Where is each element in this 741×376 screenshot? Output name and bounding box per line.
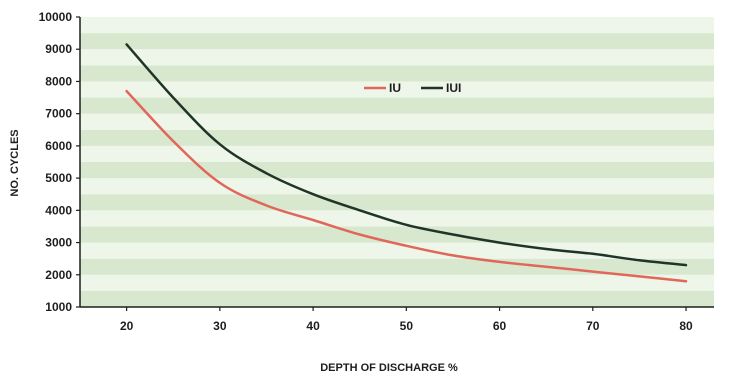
y-axis-title: NO. CYCLES [9, 129, 21, 196]
x-tick-label: 60 [493, 319, 507, 333]
y-tick-label: 5000 [45, 171, 72, 185]
y-axis-ticks: 1000 2000 3000 4000 5000 6000 7000 8000 9000 1000… [39, 10, 80, 314]
legend-label-iui: IUI [446, 81, 461, 95]
x-tick-label: 40 [306, 319, 320, 333]
grid-band [80, 194, 714, 211]
x-tick-label: 80 [679, 319, 693, 333]
grid-band [80, 226, 714, 243]
x-axis-title: DEPTH OF DISCHARGE % [320, 362, 458, 374]
x-tick-label: 70 [586, 319, 600, 333]
series-lines [125, 43, 688, 283]
y-tick-label: 2000 [45, 268, 72, 282]
grid-band [80, 49, 714, 66]
x-tick-label: 30 [213, 319, 227, 333]
y-tick-label: 4000 [45, 203, 72, 217]
legend-label-iu: IU [389, 81, 401, 95]
axes [79, 17, 714, 308]
grid-band [80, 258, 714, 275]
x-axis-ticks: 20 30 40 50 60 70 80 [120, 307, 693, 333]
y-tick-label: 6000 [45, 139, 72, 153]
grid-band [80, 145, 714, 162]
grid-band [80, 65, 714, 82]
grid-bands [80, 17, 714, 307]
grid-band [80, 113, 714, 130]
x-tick-label: 50 [400, 319, 414, 333]
grid-band [80, 129, 714, 146]
y-tick-label: 7000 [45, 107, 72, 121]
grid-band [80, 33, 714, 50]
y-tick-label: 10000 [39, 10, 73, 24]
x-tick-label: 20 [120, 319, 134, 333]
y-tick-label: 3000 [45, 236, 72, 250]
grid-band [80, 81, 714, 98]
series-line-iui [125, 43, 688, 267]
series-line-iu [125, 89, 688, 283]
y-tick-label: 9000 [45, 42, 72, 56]
y-tick-label: 8000 [45, 74, 72, 88]
grid-band [80, 17, 714, 34]
grid-band [80, 210, 714, 227]
grid-band [80, 242, 714, 259]
grid-band [80, 290, 714, 307]
grid-band [80, 178, 714, 195]
legend: IU IUI [364, 81, 461, 95]
grid-band [80, 162, 714, 179]
y-tick-label: 1000 [45, 300, 72, 314]
grid-band [80, 97, 714, 114]
grid-band [80, 274, 714, 291]
